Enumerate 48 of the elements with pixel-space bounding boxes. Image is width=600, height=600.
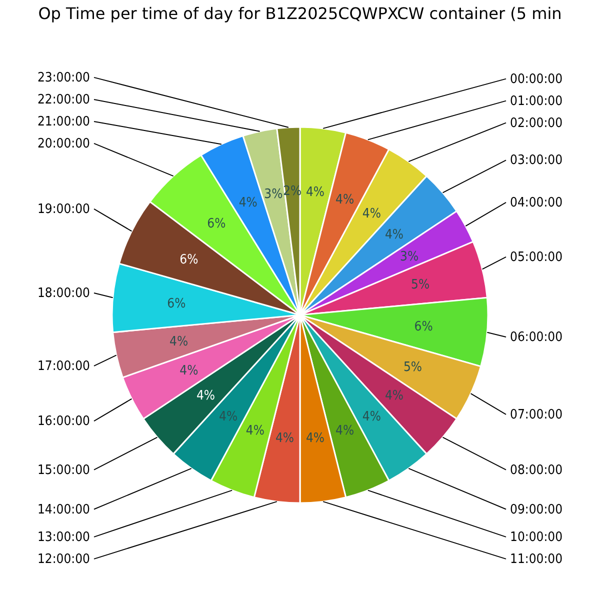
data-label: 4% — [336, 424, 354, 439]
slice-label: 10:00:00 — [510, 530, 563, 545]
slice-label: 20:00:00 — [37, 136, 90, 152]
slice-label: 16:00:00 — [37, 414, 90, 430]
data-label: 6% — [207, 216, 226, 232]
slice-label: 01:00:00 — [510, 94, 563, 109]
data-label: 6% — [180, 252, 198, 268]
slice-label: 21:00:00 — [37, 114, 90, 130]
slice-label: 03:00:00 — [510, 153, 563, 168]
slice-label: 14:00:00 — [37, 502, 90, 518]
data-label: 5% — [403, 360, 422, 375]
slice-label: 02:00:00 — [510, 116, 563, 131]
slice-label: 00:00:00 — [510, 72, 563, 87]
slice-label: 07:00:00 — [510, 407, 563, 422]
data-label: 6% — [167, 296, 186, 312]
slice-label: 11:00:00 — [510, 552, 563, 567]
slice-label: 15:00:00 — [37, 462, 90, 478]
data-label: 4% — [384, 388, 404, 404]
slice-label: 22:00:00 — [37, 92, 90, 108]
data-label: 4% — [275, 431, 294, 446]
data-label: 4% — [306, 184, 325, 200]
slice-label: 12:00:00 — [37, 552, 90, 567]
slice-label: 04:00:00 — [510, 195, 563, 210]
data-label: 4% — [362, 206, 381, 222]
data-label: 4% — [246, 424, 264, 439]
slice-label: 19:00:00 — [37, 202, 90, 217]
slice-label: 08:00:00 — [510, 462, 563, 478]
data-label: 4% — [180, 363, 198, 378]
data-label: 4% — [362, 409, 381, 424]
data-label: 3% — [264, 186, 283, 202]
slice-label: 23:00:00 — [37, 70, 90, 86]
data-label: 5% — [411, 278, 430, 293]
slice-label: 17:00:00 — [37, 358, 90, 374]
slice-label: 05:00:00 — [510, 250, 563, 265]
data-label: 4% — [306, 431, 325, 446]
slice-label: 09:00:00 — [510, 502, 563, 518]
data-label: 4% — [238, 195, 258, 210]
slice-label: 18:00:00 — [37, 286, 90, 302]
data-label: 6% — [414, 319, 433, 334]
data-label: 3% — [400, 249, 419, 264]
data-label: 4% — [219, 409, 238, 424]
data-label: 4% — [336, 192, 354, 208]
slice-label: 06:00:00 — [510, 330, 563, 345]
data-label: 4% — [196, 388, 216, 404]
chart-title: Op Time per time of day for B1Z2025CQWPXCW container (5 min — [38, 4, 562, 23]
data-label: 4% — [170, 334, 188, 350]
slice-label: 13:00:00 — [37, 530, 90, 545]
data-label: 4% — [384, 227, 404, 242]
